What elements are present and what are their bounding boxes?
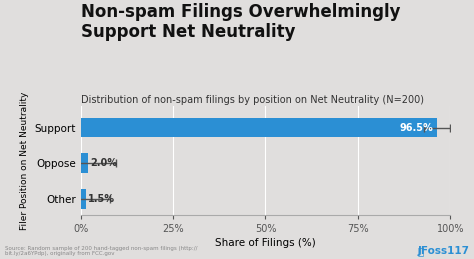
- Text: Source: Random sample of 200 hand-tagged non-spam filings (http://
bit.ly/2a6YPd: Source: Random sample of 200 hand-tagged…: [5, 246, 197, 256]
- Y-axis label: Filer Position on Net Neutrality: Filer Position on Net Neutrality: [20, 91, 29, 230]
- X-axis label: Share of Filings (%): Share of Filings (%): [215, 238, 316, 248]
- Text: Non-spam Filings Overwhelmingly
Support Net Neutrality: Non-spam Filings Overwhelmingly Support …: [81, 3, 400, 41]
- Bar: [81, 153, 88, 173]
- Text: 96.5%: 96.5%: [400, 123, 434, 133]
- Bar: [81, 118, 438, 137]
- Text: Distribution of non-spam filings by position on Net Neutrality (N=200): Distribution of non-spam filings by posi…: [81, 95, 424, 105]
- Text: 1.5%: 1.5%: [88, 194, 115, 204]
- Bar: [81, 189, 86, 209]
- Text: JFoss117: JFoss117: [417, 246, 469, 256]
- Text: 2.0%: 2.0%: [90, 158, 117, 168]
- Text: 🐦: 🐦: [417, 246, 423, 256]
